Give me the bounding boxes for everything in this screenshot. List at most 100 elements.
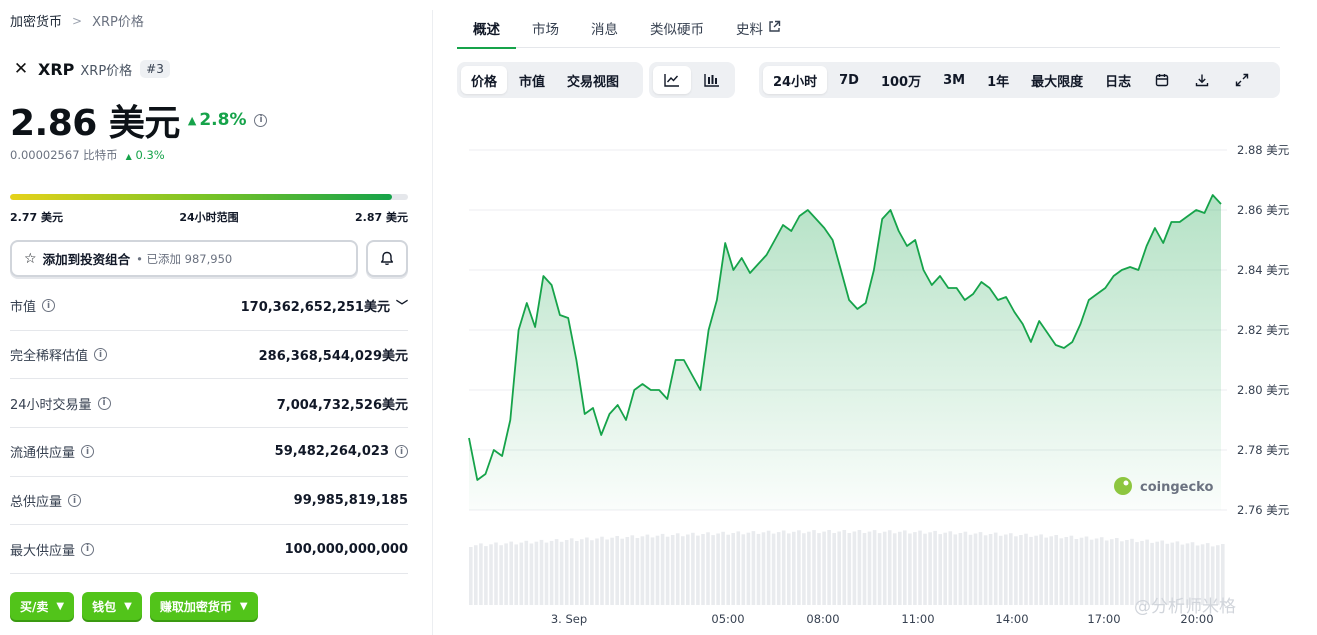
range-1m-button[interactable]: 100万: [880, 74, 922, 90]
volume-bar: [519, 542, 524, 605]
price-point: [938, 274, 942, 278]
volume-bar: [721, 531, 725, 605]
price-point: [599, 433, 603, 437]
tab-label: 史料: [736, 22, 763, 38]
earn-crypto-button[interactable]: 赚取加密货币 ▼: [149, 592, 258, 620]
chart-view-toggle: 价格 市值 交易视图: [457, 62, 643, 98]
range-3m-button[interactable]: 3M: [943, 72, 966, 88]
chevron-down-icon: ▼: [56, 600, 65, 612]
fullscreen-button[interactable]: [1223, 66, 1261, 94]
volume-bar: [857, 530, 862, 605]
tab-historical-data[interactable]: 史料: [720, 12, 797, 48]
volume-bar: [817, 533, 821, 605]
download-button[interactable]: [1183, 66, 1221, 94]
volume-bar: [1039, 534, 1043, 605]
tab-similar-coins[interactable]: 类似硬币: [634, 12, 720, 48]
volume-bar: [1034, 535, 1038, 605]
stat-row-circulating-supply: 流通供应量 i 59,482,264,023 i: [10, 428, 408, 477]
volume-bar: [892, 533, 897, 605]
tab-label: 类似硬币: [650, 22, 704, 38]
info-icon[interactable]: i: [97, 396, 111, 410]
chevron-down-icon[interactable]: ﹀: [395, 299, 408, 314]
price-point: [1186, 214, 1190, 218]
coingecko-watermark: coingecko: [1114, 477, 1213, 495]
volume-bar: [776, 532, 781, 605]
price-point: [583, 412, 587, 416]
price-point: [847, 298, 851, 302]
price-alert-button[interactable]: [366, 240, 408, 277]
volume-bar: [701, 534, 705, 605]
range-7d-button[interactable]: 7D: [839, 72, 859, 88]
volume-bar: [1210, 546, 1215, 605]
price-chart-svg: 2.88 美元 2.86 美元 2.84 美元 2.82 美元 2.80 美元 2.78 …: [467, 143, 1290, 626]
range-max-button[interactable]: 最大限度: [1031, 74, 1084, 90]
chevron-right-icon: >: [72, 13, 83, 28]
stat-row-fdv: 完全稀释估值 i 286,368,544,029美元: [10, 331, 408, 380]
info-icon[interactable]: i: [395, 445, 408, 459]
stat-value: 59,482,264,023: [274, 444, 389, 460]
view-trading-view-button[interactable]: 交易视图: [567, 74, 620, 90]
price-point: [781, 223, 785, 227]
tab-markets[interactable]: 市场: [516, 12, 575, 48]
y-tick-label: 2.86 美元: [1237, 203, 1290, 217]
tab-news[interactable]: 消息: [575, 12, 634, 48]
info-icon[interactable]: i: [94, 348, 108, 362]
info-icon[interactable]: i: [81, 445, 95, 459]
price-point: [1029, 340, 1033, 344]
view-market-cap-button[interactable]: 市值: [519, 74, 546, 90]
price-point: [566, 316, 570, 320]
range-bar: [10, 194, 408, 200]
y-tick-label: 2.88 美元: [1237, 143, 1290, 157]
range-low: 2.77 美元: [10, 211, 63, 224]
price-point: [1194, 208, 1198, 212]
price-point: [632, 388, 636, 392]
price-point: [467, 436, 471, 440]
price-chart[interactable]: 2.88 美元 2.86 美元 2.84 美元 2.82 美元 2.80 美元 2.78 …: [457, 120, 1317, 635]
volume-bar: [675, 533, 680, 605]
volume-bar: [489, 544, 493, 605]
y-tick-label: 2.84 美元: [1237, 263, 1290, 277]
stat-row-max-supply: 最大供应量 i 100,000,000,000: [10, 525, 408, 575]
volume-bar: [484, 546, 488, 605]
info-icon[interactable]: i: [254, 113, 268, 127]
price-point: [946, 286, 950, 290]
btc-change: ▲ 0.3%: [126, 148, 165, 162]
info-icon[interactable]: i: [68, 494, 82, 508]
range-24h-button[interactable]: 24小时: [763, 66, 828, 94]
volume-bar: [534, 541, 539, 605]
price-point: [541, 274, 545, 278]
add-to-portfolio-label: 添加到投资组合: [42, 252, 131, 267]
volume-bar: [1059, 538, 1064, 605]
view-price-button[interactable]: 价格: [461, 66, 508, 94]
price-point: [550, 283, 554, 287]
volume-bar: [953, 534, 958, 605]
add-to-portfolio-button[interactable]: ☆ 添加到投资组合 • 已添加 987,950: [10, 240, 358, 277]
price-point: [715, 298, 719, 302]
wallet-button[interactable]: 钱包 ▼: [82, 592, 142, 620]
stat-value: 7,004,732,526美元: [276, 397, 408, 413]
line-chart-button[interactable]: [653, 66, 691, 94]
price-point: [1112, 274, 1116, 278]
info-icon[interactable]: i: [81, 542, 95, 556]
price-point: [674, 358, 678, 362]
buy-sell-button[interactable]: 买/卖 ▼: [10, 592, 75, 620]
volume-bar: [1160, 540, 1164, 605]
y-tick-label: 2.78 美元: [1237, 443, 1290, 457]
range-1y-button[interactable]: 1年: [987, 74, 1010, 90]
volume-bar: [1130, 538, 1134, 605]
stat-label: 24小时交易量: [10, 397, 92, 413]
calendar-button[interactable]: [1143, 66, 1181, 94]
price-point: [1128, 265, 1132, 269]
price-point: [1211, 193, 1215, 197]
info-icon[interactable]: i: [42, 299, 56, 313]
candlestick-chart-button[interactable]: [693, 66, 731, 94]
price-point: [475, 478, 479, 482]
price-point: [508, 418, 512, 422]
price-point: [1012, 310, 1016, 314]
external-link-icon: [769, 20, 781, 32]
tab-overview[interactable]: 概述: [457, 12, 516, 49]
portfolio-added-count: • 已添加 987,950: [136, 251, 233, 266]
breadcrumb-root[interactable]: 加密货币: [10, 15, 63, 30]
log-scale-button[interactable]: 日志: [1105, 74, 1132, 90]
volume-bar: [615, 536, 619, 605]
